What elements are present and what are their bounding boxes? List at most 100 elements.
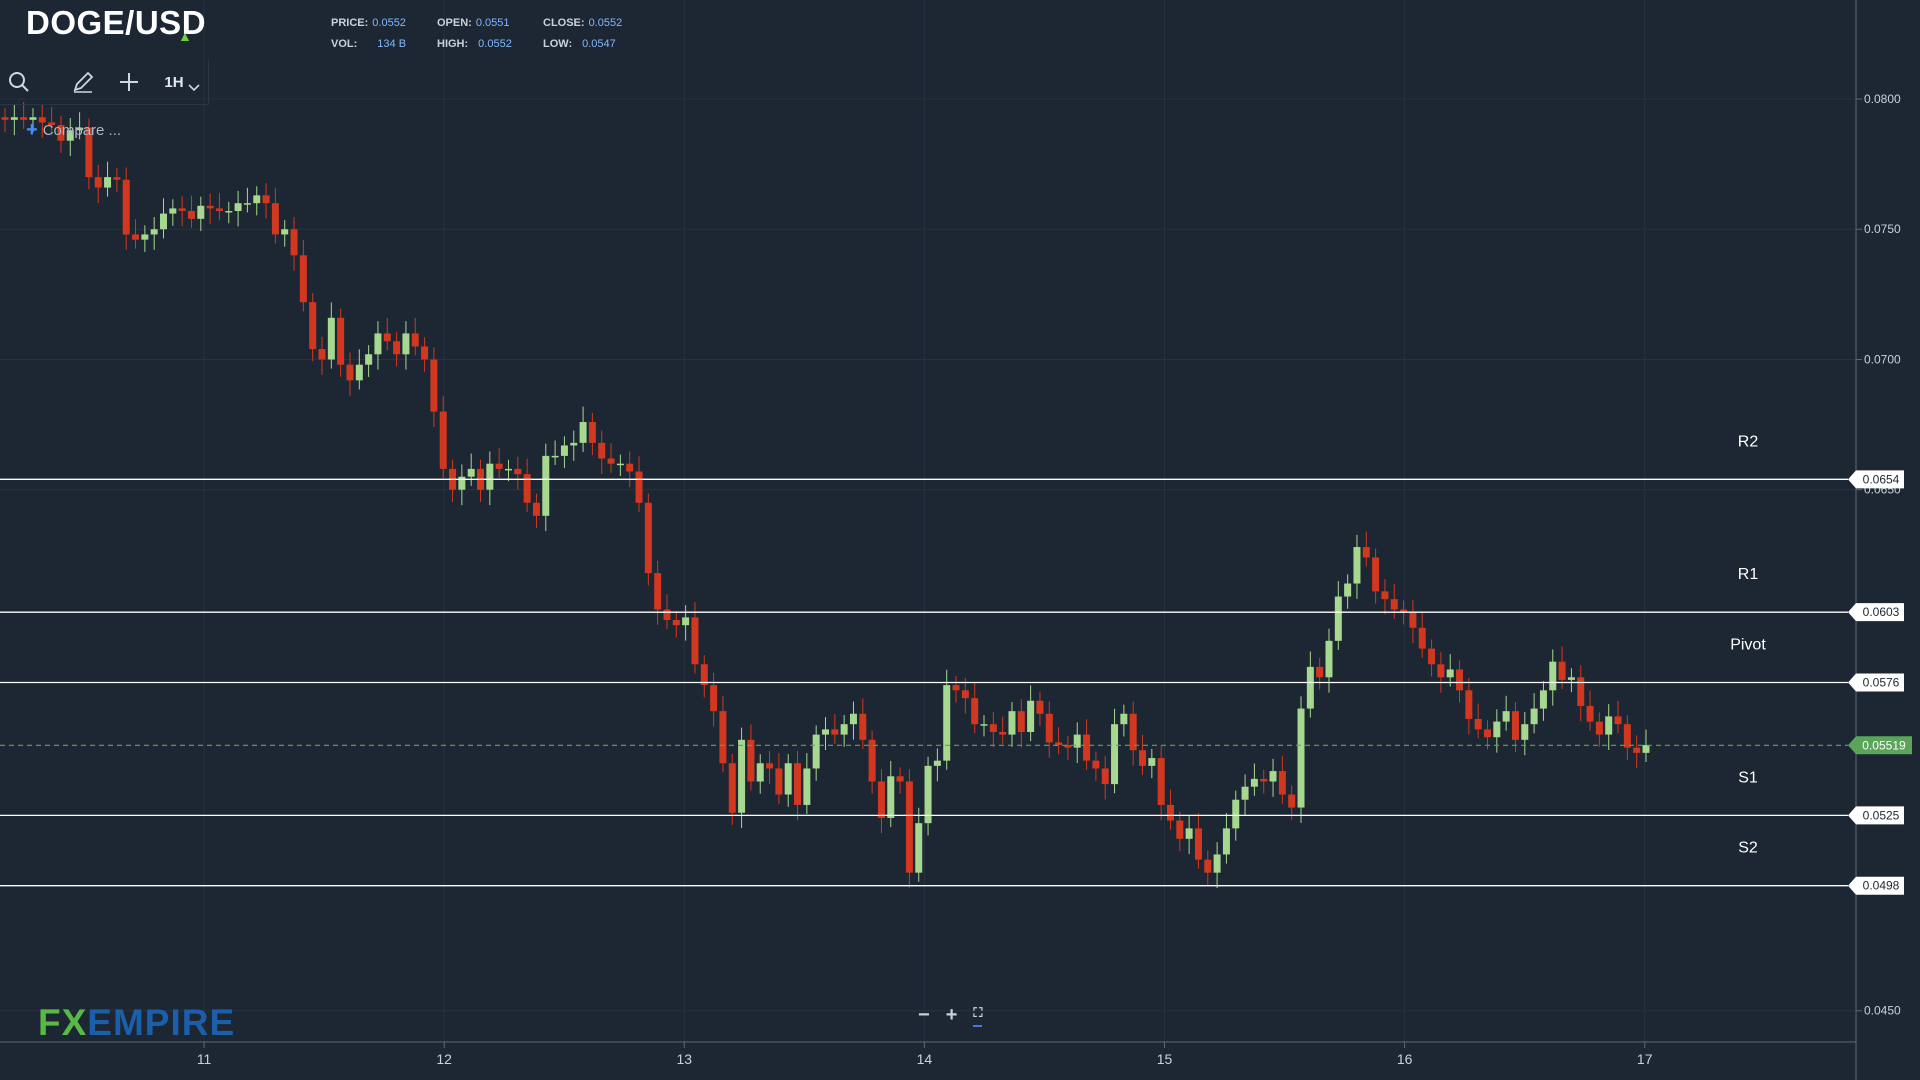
symbol-title: DOGE/USD	[26, 4, 207, 41]
timeframe-label: 1H	[164, 73, 184, 91]
candle-body-down	[122, 179, 130, 235]
candle-body-down	[271, 203, 279, 235]
candle-body-up	[76, 127, 84, 131]
pencil-icon[interactable]	[70, 68, 96, 96]
candle-body-up	[570, 442, 578, 446]
candle-body-down	[952, 685, 960, 691]
candle-body-up	[104, 177, 112, 188]
candle-body-up	[374, 333, 382, 355]
compare-label: Compare ...	[42, 122, 122, 139]
candle-body-up	[169, 208, 177, 214]
plus-icon[interactable]	[116, 68, 142, 96]
candle-body-up	[1241, 786, 1249, 800]
candle-body-up	[1502, 711, 1510, 722]
price-stat: PRICE: 0.0552	[331, 17, 406, 29]
candle-body-down	[999, 732, 1007, 735]
candle-body-down	[1511, 711, 1519, 740]
candle-body-down	[290, 229, 298, 256]
level-name-r1: R1	[1738, 566, 1759, 583]
level-tag-s1	[1848, 806, 1904, 825]
timeframe-select[interactable]: 1H	[160, 68, 204, 96]
candle-body-up	[458, 476, 466, 490]
candle-body-up	[933, 760, 941, 766]
candle-body-down	[1166, 804, 1174, 821]
candle-body-down	[215, 208, 223, 212]
candle-body-up	[234, 203, 242, 212]
candle-body-down	[337, 317, 345, 365]
candle-body-up	[551, 455, 559, 458]
candle-body-down	[626, 463, 634, 472]
candle-body-down	[1437, 664, 1445, 678]
price-label: PRICE:	[331, 17, 369, 29]
candle-body-up	[66, 130, 74, 141]
candle-body-down	[318, 349, 326, 360]
candle-body-down	[1633, 747, 1641, 753]
candle-body-up	[365, 354, 373, 365]
level-name-s2: S2	[1738, 840, 1758, 857]
candle-body-up	[1111, 724, 1119, 785]
level-value-r2: 0.0654	[1863, 472, 1900, 486]
low-label: LOW:	[543, 38, 573, 50]
candle-body-up	[467, 468, 475, 477]
candle-body-down	[1400, 609, 1408, 613]
zoom-out-button[interactable]: −	[918, 1004, 930, 1026]
candle-body-down	[1390, 599, 1398, 610]
candle-body-down	[262, 195, 270, 204]
candle-body-up	[141, 234, 149, 240]
candle-body-up	[160, 213, 168, 230]
candle-body-up	[1222, 828, 1230, 855]
fullscreen-button[interactable]: ⛶	[973, 1003, 983, 1027]
compare-button[interactable]: + Compare ...	[26, 120, 122, 140]
candle-body-down	[57, 125, 65, 141]
candle-body-down	[299, 255, 307, 303]
level-tag-r2	[1848, 470, 1904, 489]
close-label: CLOSE:	[543, 17, 585, 29]
candle-body-up	[1306, 666, 1314, 709]
low-value: 0.0547	[582, 38, 616, 50]
low-stat: LOW: 0.0547	[543, 38, 616, 50]
candle-body-down	[598, 442, 606, 459]
candle-body-down	[700, 664, 708, 686]
candle-body-down	[989, 724, 997, 733]
high-label: HIGH:	[437, 38, 469, 50]
candle-body-up	[1269, 771, 1277, 782]
candle-body-down	[1623, 724, 1631, 748]
current-price-tag	[1848, 736, 1912, 755]
y-tick-label: 0.0450	[1864, 1004, 1901, 1018]
candle-body-up	[616, 463, 624, 466]
candle-body-up	[1530, 708, 1538, 725]
candle-body-down	[961, 690, 969, 699]
candle-body-up	[402, 333, 410, 355]
candle-body-up	[1232, 799, 1240, 829]
candle-body-up	[504, 468, 512, 471]
candle-body-down	[1194, 828, 1202, 860]
candle-body-up	[1344, 583, 1352, 597]
close-value: 0.0552	[588, 17, 623, 29]
candle-body-down	[532, 502, 540, 516]
candle-body-down	[85, 127, 93, 178]
candle-body-down	[794, 763, 802, 805]
candle-body-down	[672, 619, 680, 626]
chevron-down-icon	[188, 84, 200, 92]
close-stat: CLOSE: 0.0552	[543, 17, 622, 29]
candle-body-down	[1157, 758, 1165, 805]
candle-body-up	[943, 685, 951, 761]
candle-body-down	[430, 359, 438, 412]
candle-body-up	[355, 364, 363, 381]
search-icon[interactable]	[6, 68, 32, 96]
candle-body-down	[1288, 794, 1296, 808]
vol-label: VOL:	[331, 38, 358, 50]
candle-body-down	[1483, 729, 1491, 738]
candle-body-up	[682, 617, 690, 626]
candle-body-down	[1428, 648, 1436, 665]
candle-body-up	[1120, 713, 1128, 725]
zoom-in-button[interactable]: +	[945, 1004, 958, 1026]
candle-body-down	[1362, 547, 1370, 558]
candle-body-down	[1474, 718, 1482, 730]
candle-body-up	[327, 317, 335, 360]
candle-body-down	[187, 211, 195, 219]
candle-body-down	[877, 781, 885, 818]
x-tick-label: 15	[1157, 1051, 1173, 1067]
candle-body-down	[1558, 661, 1566, 680]
